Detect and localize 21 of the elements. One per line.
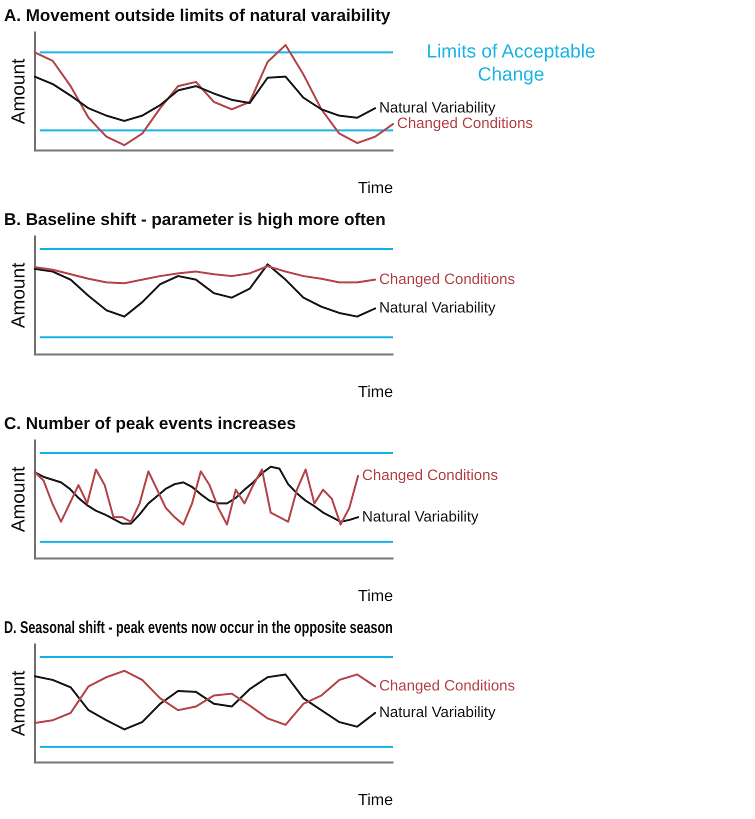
chart-title: D. Seasonal shift - peak events now occur in the opposite season [4,618,393,638]
y-axis-title: Amount [8,466,30,532]
ref-line-label: Limits of Acceptable Change [426,42,596,86]
x-axis-title: Time [358,384,394,401]
x-axis-title: Time [358,180,394,197]
y-axis-title: Amount [8,58,30,124]
chart-title: B. Baseline shift - parameter is high more often [4,210,386,229]
chart-title: C. Number of peak events increases [4,414,296,433]
y-axis-title: Amount [8,670,30,736]
series-label: Changed Conditions [379,678,516,694]
series-label: Natural Variability [379,704,496,722]
series-label: Natural Variability [362,508,479,526]
x-axis-title: Time [358,588,394,605]
series-label: Changed Conditions [379,270,516,288]
series-label: Natural Variability [379,300,496,317]
series-label: Natural Variability [379,99,496,116]
y-axis-title: Amount [8,262,30,328]
chart-title: A. Movement outside limits of natural varaibility [4,6,391,25]
x-axis-title: Time [358,792,394,809]
series-label: Changed Conditions [362,467,498,484]
series-label: Changed Conditions [397,115,533,132]
